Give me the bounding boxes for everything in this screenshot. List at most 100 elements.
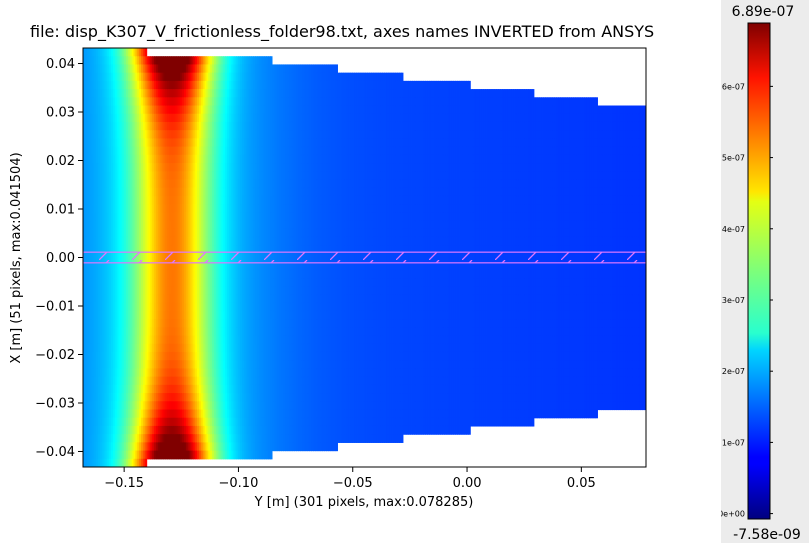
heatmap-cell — [118, 56, 122, 66]
heatmap-cell — [187, 138, 191, 148]
heatmap-cell — [142, 450, 146, 460]
heatmap-cell — [198, 228, 202, 238]
heatmap-cell — [112, 105, 116, 115]
heatmap-cell — [90, 327, 93, 337]
heatmap-cell — [155, 384, 159, 394]
heatmap-cell — [142, 80, 146, 90]
heatmap-cell — [86, 72, 90, 82]
heatmap-cell — [189, 113, 193, 123]
heatmap-cell — [202, 310, 206, 320]
heatmap-cell — [88, 269, 92, 279]
heatmap-cell — [212, 319, 215, 328]
heatmap-cell — [109, 417, 112, 427]
heatmap-cell — [120, 442, 123, 452]
heatmap-cell — [146, 442, 150, 452]
heatmap-cell — [157, 376, 161, 386]
heatmap-cell — [86, 417, 90, 427]
heatmap-cell — [157, 360, 161, 370]
heatmap-cell — [185, 327, 189, 337]
heatmap-cell — [182, 335, 185, 345]
heatmap-cell — [225, 327, 228, 337]
heatmap-cell — [200, 327, 204, 337]
heatmap-cell — [232, 261, 236, 271]
heatmap-cell — [127, 319, 131, 328]
heatmap-cell — [86, 195, 90, 205]
heatmap-cell — [144, 458, 148, 467]
heatmap-cell — [215, 138, 219, 148]
heatmap-cell — [195, 302, 198, 312]
heatmap-cell — [198, 310, 202, 320]
heatmap-cell — [197, 368, 200, 378]
heatmap-cell — [182, 327, 185, 337]
heatmap-cell — [210, 319, 213, 328]
heatmap-cell — [120, 220, 123, 230]
heatmap-cell — [198, 450, 202, 460]
heatmap-cell — [191, 335, 194, 345]
heatmap-cell — [83, 80, 86, 90]
heatmap-cell — [155, 64, 159, 74]
heatmap-cell — [152, 310, 155, 320]
heatmap-cell — [144, 351, 148, 361]
heatmap-cell — [107, 319, 110, 328]
heatmap-cell — [83, 212, 86, 222]
heatmap-cell — [90, 261, 93, 271]
heatmap-cell — [116, 376, 120, 386]
heatmap-cell — [96, 130, 99, 139]
heatmap-cell — [114, 360, 118, 370]
heatmap-cell — [116, 56, 120, 66]
heatmap-cell — [94, 278, 97, 287]
heatmap-cell — [86, 401, 90, 411]
heatmap-cell — [213, 425, 217, 435]
heatmap-cell — [109, 278, 112, 287]
heatmap-cell — [172, 302, 176, 312]
heatmap-cell — [103, 343, 107, 353]
heatmap-cell — [133, 212, 136, 222]
heatmap-cell — [112, 286, 116, 296]
heatmap-cell — [109, 401, 112, 411]
heatmap-cell — [96, 393, 99, 402]
heatmap-cell — [129, 56, 133, 66]
heatmap-cell — [184, 425, 187, 435]
heatmap-cell — [198, 417, 202, 427]
heatmap-cell — [204, 393, 208, 402]
heatmap-cell — [228, 146, 232, 156]
heatmap-cell — [154, 310, 157, 320]
heatmap-cell — [208, 310, 211, 320]
heatmap-cell — [227, 171, 230, 181]
heatmap-cell — [215, 261, 219, 271]
heatmap-cell — [126, 97, 129, 107]
heatmap-cell — [182, 351, 185, 361]
heatmap-cell — [133, 154, 136, 164]
heatmap-cell — [105, 335, 108, 345]
heatmap-cell — [221, 72, 224, 82]
heatmap-cell — [129, 434, 133, 443]
heatmap-cell — [131, 376, 135, 386]
heatmap-cell — [142, 319, 146, 328]
heatmap-cell — [212, 310, 215, 320]
heatmap-cell — [86, 335, 90, 345]
heatmap-cell — [137, 171, 140, 181]
heatmap-cell — [111, 335, 114, 345]
heatmap-cell — [161, 154, 165, 164]
heatmap-cell — [84, 245, 88, 254]
heatmap-cell — [155, 187, 159, 197]
heatmap-cell — [140, 56, 144, 66]
heatmap-cell — [114, 113, 118, 123]
heatmap-cell — [191, 417, 194, 427]
heatmap-cell — [178, 97, 181, 107]
heatmap-cell — [120, 187, 123, 197]
heatmap-cell — [129, 171, 133, 181]
heatmap-cell — [187, 261, 191, 271]
heatmap-cell — [88, 212, 92, 222]
heatmap-cell — [83, 187, 86, 197]
heatmap-cell — [142, 294, 146, 304]
heatmap-cell — [90, 154, 93, 164]
heatmap-cell — [159, 105, 163, 115]
heatmap-cell — [131, 442, 135, 452]
heatmap-cell — [112, 425, 116, 435]
heatmap-cell — [221, 360, 224, 370]
heatmap-cell — [133, 204, 136, 213]
heatmap-cell — [122, 195, 125, 205]
heatmap-cell — [184, 212, 187, 222]
heatmap-cell — [126, 310, 129, 320]
